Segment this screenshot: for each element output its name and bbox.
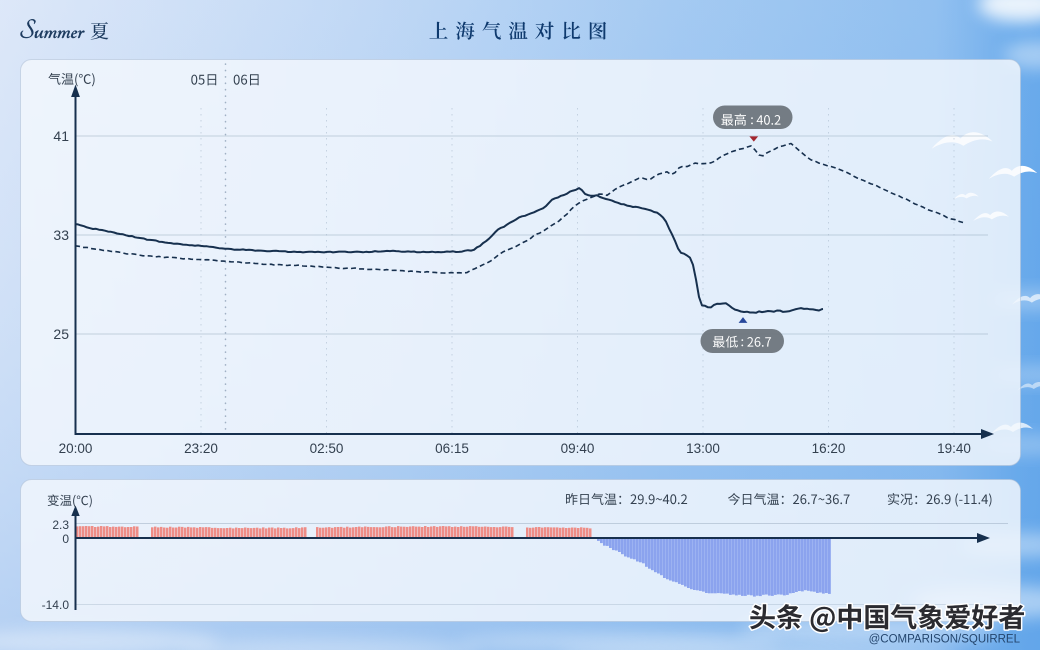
svg-text:25: 25	[53, 326, 69, 342]
svg-text:19:40: 19:40	[937, 441, 971, 456]
svg-text:41: 41	[53, 128, 69, 144]
svg-text:13:00: 13:00	[686, 441, 720, 456]
svg-text:16:20: 16:20	[812, 441, 846, 456]
svg-text:06:15: 06:15	[435, 441, 469, 456]
svg-text:02:50: 02:50	[310, 441, 344, 456]
svg-text:23:20: 23:20	[184, 441, 218, 456]
svg-text:@COMPARISON/SQUIRREL: @COMPARISON/SQUIRREL	[869, 634, 1021, 646]
svg-text:-14.0: -14.0	[42, 598, 70, 612]
svg-text:33: 33	[53, 227, 69, 243]
svg-text:09:40: 09:40	[561, 441, 595, 456]
svg-text:0: 0	[62, 532, 69, 546]
svg-text:2.3: 2.3	[52, 518, 69, 532]
svg-text:20:00: 20:00	[59, 441, 93, 456]
